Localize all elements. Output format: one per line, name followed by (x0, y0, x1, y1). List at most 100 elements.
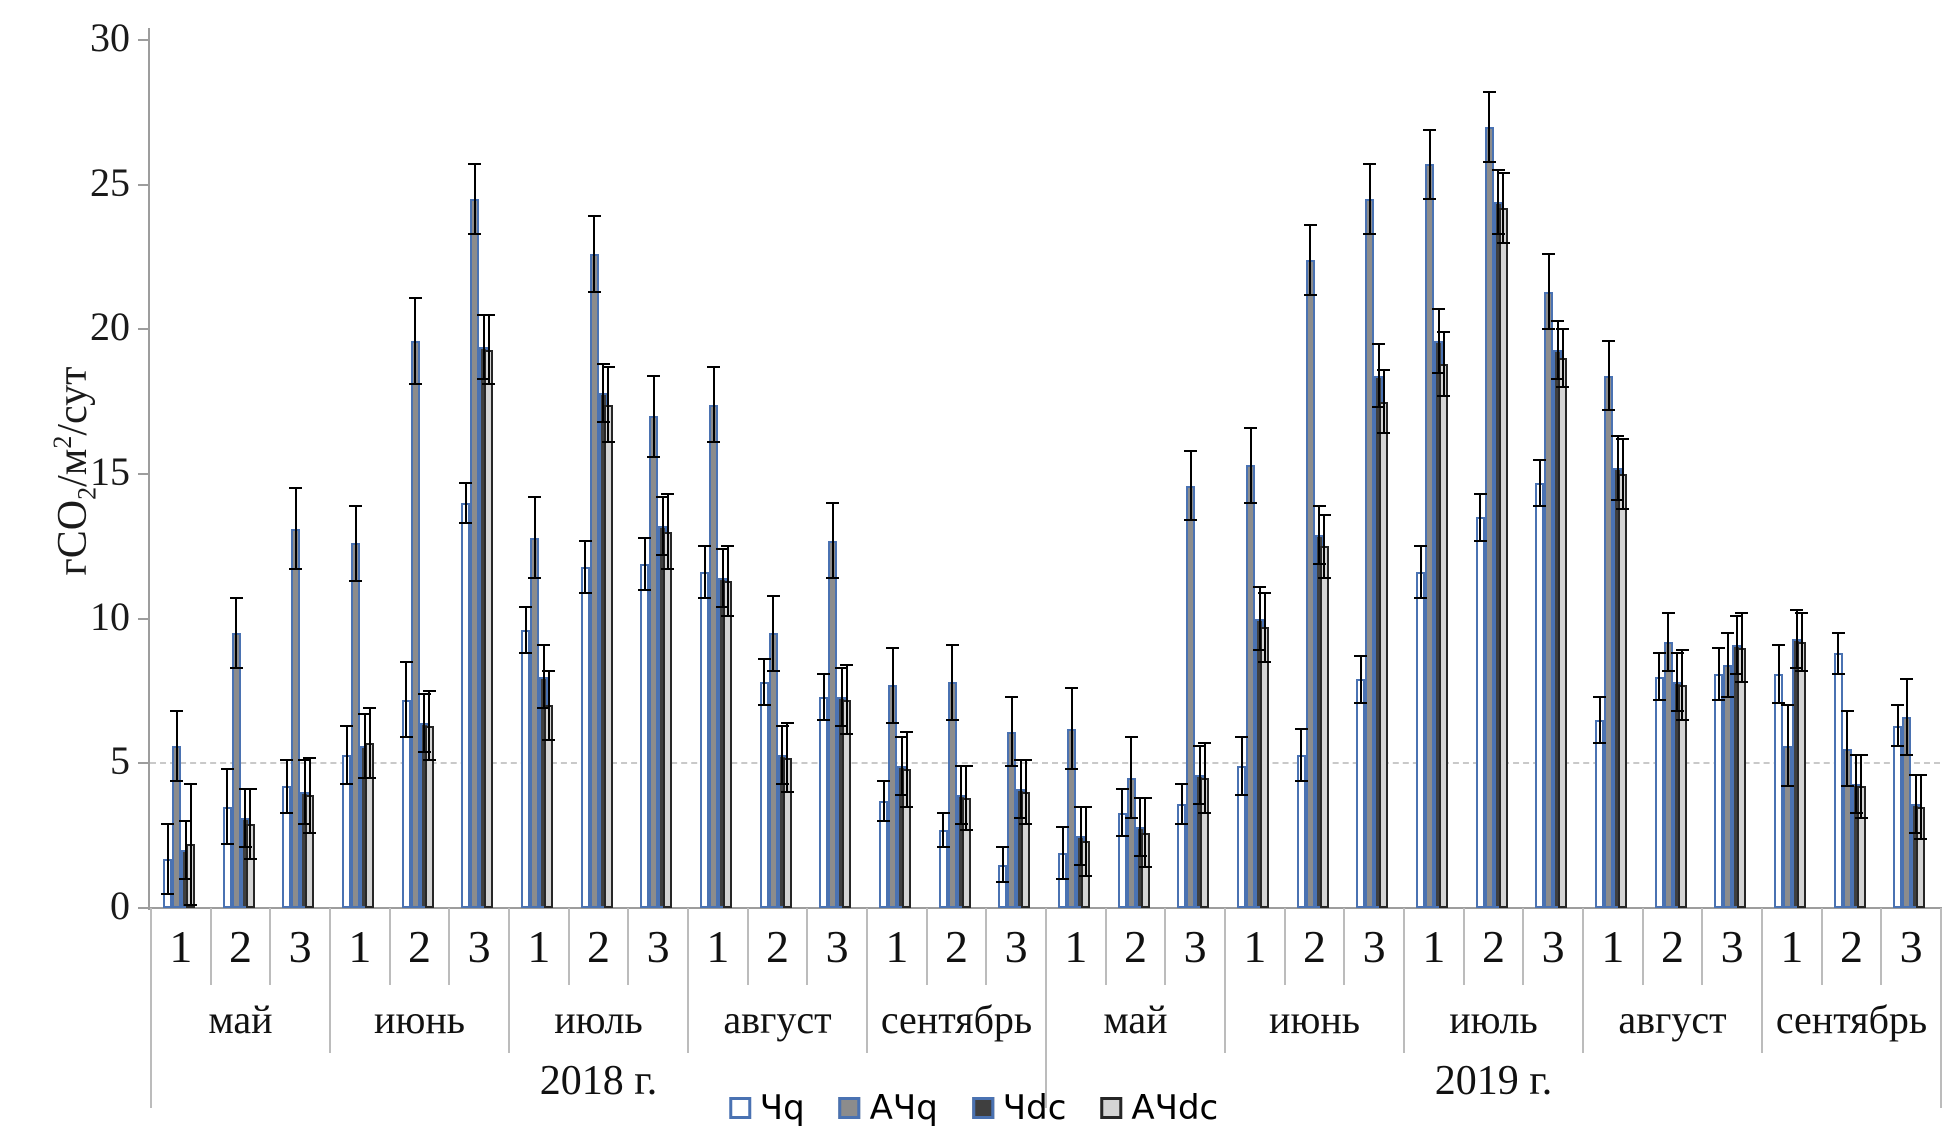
error-bar-adc (1024, 760, 1027, 825)
decade-label-cell: 1 (1761, 908, 1821, 985)
error-bar-aq (1130, 737, 1133, 819)
error-bar-cap-top (417, 692, 431, 695)
error-bar-aq (1189, 450, 1192, 521)
error-bar-dc (363, 714, 366, 778)
error-bar-cap-top (1593, 695, 1606, 698)
month-label-cell: июль (1403, 985, 1582, 1053)
error-bar-aq (712, 366, 715, 443)
error-bar-dc (960, 766, 963, 825)
error-bar-cap-bottom (1258, 661, 1271, 664)
error-bar-cap-bottom (1005, 765, 1019, 768)
error-bar-cap-bottom (482, 383, 496, 386)
decade-label-cell: 2 (746, 908, 807, 985)
error-bar-q (882, 780, 885, 822)
bar-aq (1365, 199, 1375, 908)
error-bar-dc (1139, 798, 1142, 856)
bar-adc (1319, 546, 1329, 908)
error-bar-cap-bottom (1900, 753, 1914, 756)
error-bar-aq (652, 375, 655, 457)
decade-label-cell: 1 (150, 908, 210, 985)
error-bar-cap-top (959, 765, 973, 768)
error-bar-cap-top (1616, 438, 1629, 441)
error-bar-dc (542, 644, 545, 709)
error-bar-cap-top (1056, 825, 1069, 828)
error-bar-adc (607, 366, 610, 443)
error-bar-adc (726, 546, 729, 616)
error-bar-q (822, 673, 825, 720)
error-bar-aq (1786, 705, 1789, 787)
error-bar-cap-top (1533, 458, 1547, 461)
error-bar-cap-top (1377, 368, 1391, 371)
bar-aq (768, 633, 778, 908)
decade-label-cell: 3 (985, 908, 1045, 985)
bar-q (1714, 673, 1724, 908)
decade-label-cell: 2 (388, 908, 449, 985)
error-bar-adc (845, 664, 848, 735)
bar-q (759, 682, 769, 908)
error-bar-q (1777, 644, 1780, 703)
error-bar-cap-bottom (349, 580, 362, 583)
decade-label-cell: 1 (866, 908, 926, 985)
decade-row-right-edge (1940, 908, 1942, 985)
bar-aq (410, 340, 420, 908)
month-label-cell: сентябрь (866, 985, 1045, 1053)
decade-label-cell: 2 (1104, 908, 1165, 985)
error-bar-cap-bottom (1133, 854, 1147, 857)
error-bar-cap-bottom (537, 707, 550, 710)
error-bar-cap-top (1496, 172, 1510, 175)
error-bar-cap-bottom (601, 441, 615, 444)
error-bar-cap-bottom (900, 805, 913, 808)
error-bar-adc (1502, 173, 1505, 243)
error-bar-cap-bottom (835, 724, 849, 727)
decade-label-cell: 3 (1522, 908, 1582, 985)
error-bar-cap-bottom (1294, 779, 1308, 782)
error-bar-dc (602, 364, 605, 422)
error-bar-cap-bottom (780, 791, 794, 794)
bar-q (1774, 673, 1783, 908)
error-bar-cap-bottom (1854, 817, 1868, 820)
error-bar-adc (1740, 612, 1743, 683)
error-bar-adc (786, 722, 789, 793)
error-bar-cap-bottom (1079, 875, 1092, 878)
error-bar-cap-top (1005, 695, 1019, 698)
legend-swatch-achdc (1100, 1097, 1123, 1119)
legend-label-achdc: АЧdc (1131, 1088, 1219, 1128)
error-bar-cap-bottom (363, 776, 376, 779)
decade-label-cell: 2 (1820, 908, 1881, 985)
error-bar-cap-bottom (1831, 672, 1845, 675)
error-bar-cap-top (757, 658, 771, 661)
error-bar-cap-top (945, 643, 959, 646)
error-bar-cap-bottom (1551, 377, 1565, 380)
error-bar-adc (1084, 806, 1087, 877)
bar-aq (470, 199, 480, 908)
error-bar-q (285, 760, 288, 813)
error-bar-q (1717, 647, 1720, 700)
error-bar-adc (1382, 369, 1385, 434)
error-bar-cap-bottom (945, 718, 959, 721)
error-bar-adc (249, 789, 252, 859)
bar-aq (1305, 259, 1315, 908)
error-bar-cap-bottom (1491, 232, 1505, 235)
error-bar-cap-bottom (1556, 386, 1570, 389)
legend-swatch-chdc (971, 1097, 994, 1119)
decade-label-cell: 1 (1403, 908, 1463, 985)
y-axis-title-part1: гCO (50, 499, 96, 576)
error-bar-aq (1846, 711, 1849, 787)
error-bar-cap-bottom (280, 811, 294, 814)
error-bar-cap-bottom (477, 377, 491, 380)
error-bar-q (1837, 633, 1840, 674)
error-bar-cap-top (1244, 426, 1257, 429)
error-bar-cap-bottom (1432, 371, 1445, 374)
error-bar-cap-top (1372, 342, 1386, 345)
error-bar-cap-bottom (1496, 241, 1510, 244)
error-bar-cap-bottom (1377, 432, 1391, 435)
error-bar-cap-bottom (1661, 669, 1675, 672)
error-bar-cap-bottom (243, 857, 257, 860)
error-bar-cap-top (340, 724, 353, 727)
error-bar-cap-bottom (408, 383, 422, 386)
error-bar-aq (951, 644, 954, 720)
error-bar-cap-bottom (340, 782, 353, 785)
error-bar-cap-top (996, 846, 1010, 849)
error-bar-cap-top (349, 504, 362, 507)
error-bar-cap-top (601, 365, 615, 368)
